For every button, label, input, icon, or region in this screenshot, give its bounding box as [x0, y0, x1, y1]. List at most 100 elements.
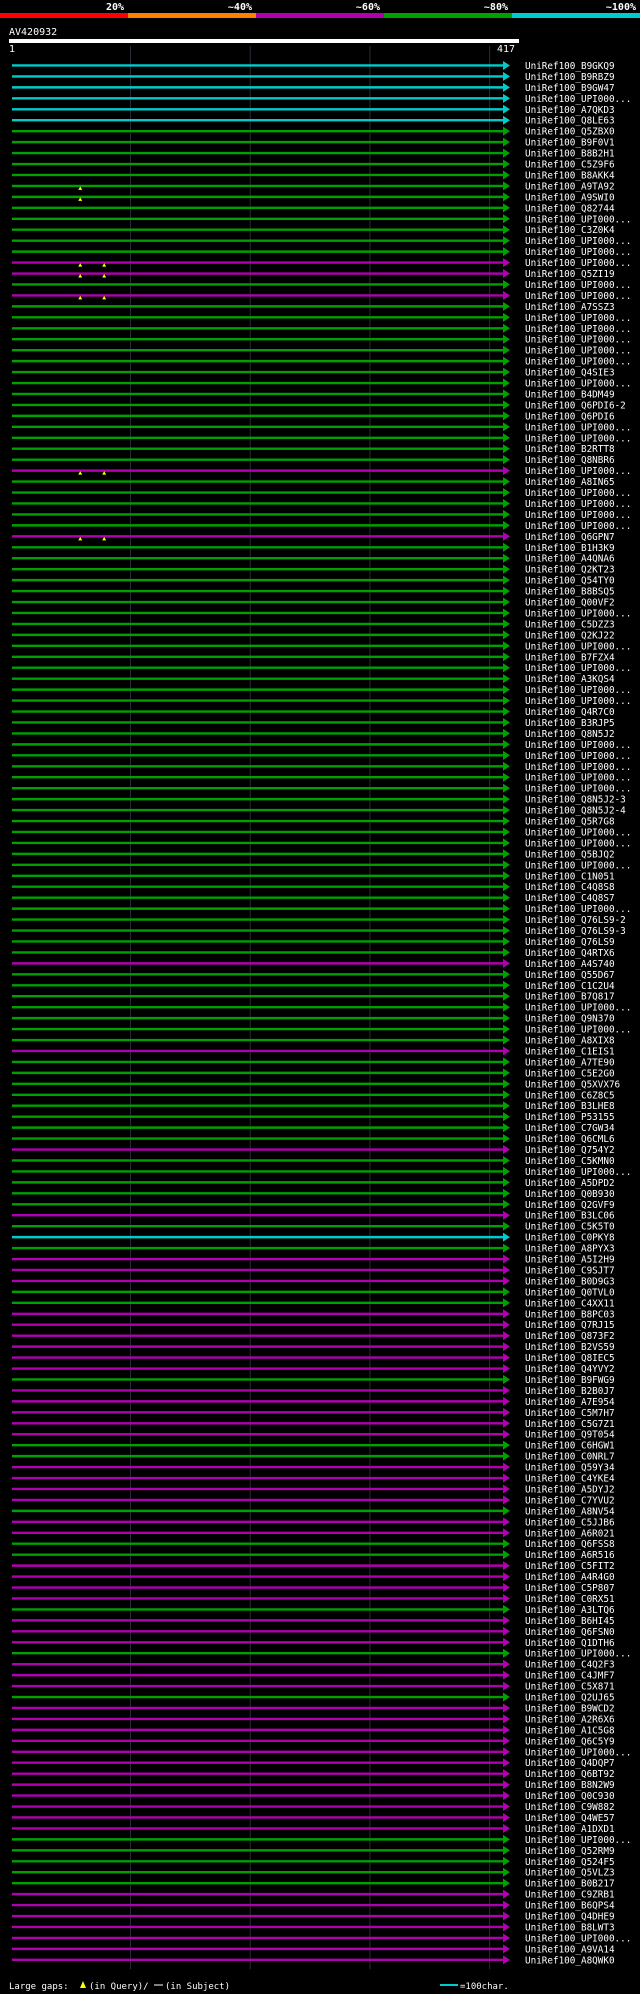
hit-row[interactable]: UniRef100_B9RBZ9: [12, 71, 615, 83]
hit-row[interactable]: UniRef100_B9F0V1: [12, 137, 615, 149]
hit-row[interactable]: UniRef100_UPI000...: [12, 236, 631, 247]
hit-row[interactable]: UniRef100_B9GKQ9: [12, 60, 615, 72]
hit-row[interactable]: UniRef100_C5Z9F6: [12, 159, 615, 171]
hit-row[interactable]: UniRef100_Q4SIE3: [12, 367, 615, 379]
hit-row[interactable]: UniRef100_UPI000...: [12, 663, 631, 674]
hit-row[interactable]: UniRef100_Q8N5J2-3: [12, 794, 626, 806]
hit-label[interactable]: UniRef100_Q76LS9: [525, 937, 615, 948]
hit-row[interactable]: UniRef100_Q4WE57: [12, 1812, 615, 1824]
hit-row[interactable]: UniRef100_B3RJP5: [12, 717, 615, 729]
hit-label[interactable]: UniRef100_UPI000...: [525, 1167, 631, 1178]
hit-row[interactable]: UniRef100_C4Q8S8: [12, 882, 615, 893]
hit-row[interactable]: UniRef100_C4YKE4: [12, 1473, 615, 1485]
hit-label[interactable]: UniRef100_Q5BJQ2: [525, 849, 615, 860]
hit-label[interactable]: UniRef100_A4QNA6: [525, 554, 615, 565]
hit-row[interactable]: UniRef100_Q4YVY2: [12, 1364, 615, 1375]
hit-label[interactable]: UniRef100_Q2KJ22: [525, 630, 615, 641]
hit-label[interactable]: UniRef100_C1EIS1: [525, 1046, 615, 1057]
hit-row[interactable]: UniRef100_UPI000...: [12, 422, 631, 433]
hit-row[interactable]: UniRef100_Q6FSN0: [12, 1626, 615, 1638]
hit-row[interactable]: UniRef100_Q524F5: [12, 1856, 615, 1868]
hit-label[interactable]: UniRef100_Q76LS9-3: [525, 926, 626, 937]
hit-label[interactable]: UniRef100_B3LC06: [525, 1211, 615, 1222]
hit-row[interactable]: UniRef100_UPI000...: [12, 356, 631, 368]
hit-label[interactable]: UniRef100_Q8NBR6: [525, 455, 615, 466]
hit-label[interactable]: UniRef100_C4XX11: [525, 1298, 615, 1309]
hit-row[interactable]: UniRef100_A9SWI0: [12, 192, 615, 203]
hit-label[interactable]: UniRef100_Q0B930: [525, 1189, 615, 1200]
hit-row[interactable]: UniRef100_Q55D67: [12, 969, 615, 981]
hit-label[interactable]: UniRef100_C5E2G0: [525, 1068, 615, 1079]
hit-row[interactable]: UniRef100_C5FIT2: [12, 1561, 615, 1572]
hit-label[interactable]: UniRef100_C4Q8S8: [525, 882, 615, 893]
hit-label[interactable]: UniRef100_Q1DTH6: [525, 1638, 615, 1649]
hit-label[interactable]: UniRef100_UPI000...: [525, 1025, 631, 1036]
hit-row[interactable]: UniRef100_B2VS59: [12, 1342, 615, 1353]
hit-row[interactable]: UniRef100_UPI000...: [12, 258, 631, 269]
hit-label[interactable]: UniRef100_Q2KT23: [525, 565, 615, 576]
hit-row[interactable]: UniRef100_UPI000...: [12, 345, 631, 357]
hit-row[interactable]: UniRef100_Q2KT23: [12, 564, 615, 576]
hit-row[interactable]: UniRef100_A5DYJ2: [12, 1484, 615, 1495]
hit-label[interactable]: UniRef100_UPI000...: [525, 236, 631, 247]
hit-row[interactable]: UniRef100_Q6FSS8: [12, 1539, 615, 1550]
hit-row[interactable]: UniRef100_C5JJB6: [12, 1517, 615, 1528]
hit-label[interactable]: UniRef100_C0NRL7: [525, 1452, 615, 1463]
hit-row[interactable]: UniRef100_C5K5T0: [12, 1221, 615, 1233]
hit-label[interactable]: UniRef100_B8LWT3: [525, 1922, 615, 1933]
hit-label[interactable]: UniRef100_B8BSQ5: [525, 587, 615, 598]
hit-label[interactable]: UniRef100_C0PKY8: [525, 1233, 615, 1244]
hit-row[interactable]: UniRef100_B9FWG9: [12, 1374, 615, 1386]
hit-label[interactable]: UniRef100_UPI000...: [525, 488, 631, 499]
hit-row[interactable]: UniRef100_Q54TY0: [12, 575, 615, 587]
hit-label[interactable]: UniRef100_B1H3K9: [525, 543, 615, 554]
hit-label[interactable]: UniRef100_A8NV54: [525, 1506, 615, 1517]
hit-label[interactable]: UniRef100_UPI000...: [525, 685, 631, 696]
hit-label[interactable]: UniRef100_UPI000...: [525, 357, 631, 368]
hit-label[interactable]: UniRef100_Q5ZBX0: [525, 127, 615, 138]
hit-row[interactable]: UniRef100_UPI000...: [12, 279, 631, 291]
hit-row[interactable]: UniRef100_UPI000...: [12, 860, 631, 871]
hit-label[interactable]: UniRef100_C5JJB6: [525, 1517, 615, 1528]
hit-label[interactable]: UniRef100_B9WCD2: [525, 1703, 615, 1714]
hit-row[interactable]: UniRef100_Q76LS9-2: [12, 915, 626, 926]
hit-label[interactable]: UniRef100_Q8N5J2-4: [525, 806, 626, 817]
hit-label[interactable]: UniRef100_Q524F5: [525, 1857, 615, 1868]
hit-row[interactable]: UniRef100_UPI000...: [12, 685, 631, 696]
hit-row[interactable]: UniRef100_B1H3K9: [12, 542, 615, 554]
hit-label[interactable]: UniRef100_C9ZRB1: [525, 1890, 615, 1901]
hit-label[interactable]: UniRef100_Q8LE63: [525, 116, 615, 127]
hit-row[interactable]: UniRef100_A5DPD2: [12, 1177, 615, 1189]
hit-row[interactable]: UniRef100_C0PKY8: [12, 1232, 615, 1244]
hit-row[interactable]: UniRef100_C9SJT7: [12, 1265, 615, 1276]
hit-label[interactable]: UniRef100_A3KQS4: [525, 674, 615, 685]
hit-row[interactable]: UniRef100_Q52RM9: [12, 1845, 615, 1857]
hit-label[interactable]: UniRef100_A6R516: [525, 1550, 615, 1561]
hit-label[interactable]: UniRef100_A8QWK0: [525, 1955, 615, 1966]
hit-label[interactable]: UniRef100_B0B217: [525, 1879, 615, 1890]
hit-row[interactable]: UniRef100_Q4RTX6: [12, 947, 615, 959]
hit-label[interactable]: UniRef100_B6HI45: [525, 1616, 615, 1627]
hit-row[interactable]: UniRef100_C5KMN0: [12, 1155, 615, 1167]
hit-label[interactable]: UniRef100_A6R021: [525, 1528, 615, 1539]
hit-row[interactable]: UniRef100_UPI000...: [12, 696, 631, 707]
hit-row[interactable]: UniRef100_Q2GVF9: [12, 1199, 615, 1211]
hit-row[interactable]: UniRef100_A3LTQ6: [12, 1604, 615, 1616]
hit-label[interactable]: UniRef100_P53155: [525, 1112, 615, 1123]
hit-row[interactable]: UniRef100_B2RTT8: [12, 444, 615, 455]
hit-row[interactable]: UniRef100_B8N2W9: [12, 1780, 615, 1791]
hit-row[interactable]: UniRef100_C4JMF7: [12, 1670, 615, 1682]
hit-label[interactable]: UniRef100_UPI000...: [525, 1835, 631, 1846]
hit-label[interactable]: UniRef100_A5DYJ2: [525, 1484, 615, 1495]
hit-label[interactable]: UniRef100_UPI000...: [525, 1649, 631, 1660]
hit-row[interactable]: UniRef100_Q0TVL0: [12, 1287, 615, 1298]
hit-row[interactable]: UniRef100_C5G7Z1: [12, 1418, 615, 1430]
hit-label[interactable]: UniRef100_Q5VLZ3: [525, 1868, 615, 1879]
hit-label[interactable]: UniRef100_UPI000...: [525, 838, 631, 849]
hit-label[interactable]: UniRef100_A5DPD2: [525, 1178, 615, 1189]
hit-label[interactable]: UniRef100_UPI000...: [525, 740, 631, 751]
hit-row[interactable]: UniRef100_Q5R7G8: [12, 816, 615, 828]
hit-row[interactable]: UniRef100_B3LC06: [12, 1210, 615, 1222]
hit-label[interactable]: UniRef100_Q4RTX6: [525, 948, 615, 959]
hit-label[interactable]: UniRef100_UPI000...: [525, 641, 631, 652]
